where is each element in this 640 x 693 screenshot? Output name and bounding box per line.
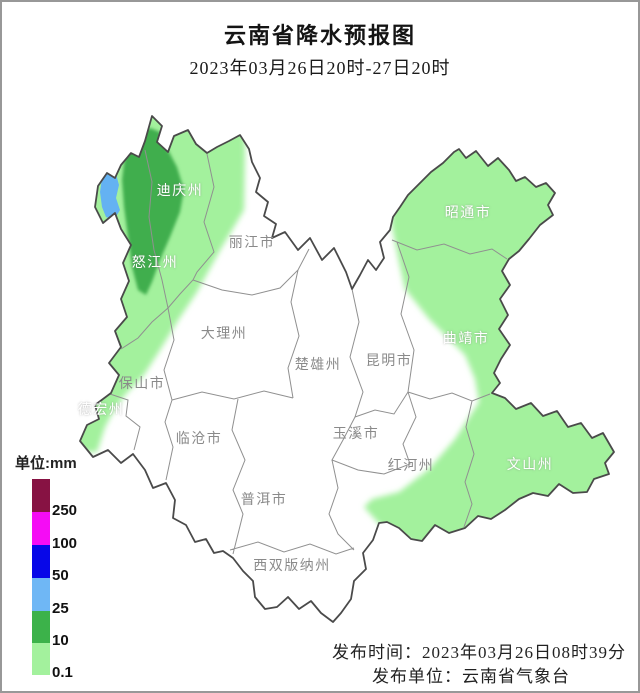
legend-swatch-250 — [32, 479, 50, 512]
prefecture-borders — [109, 149, 508, 555]
forecast-period: 2023年03月26日20时-27日20时 — [189, 58, 451, 78]
legend-swatch-0-1 — [32, 643, 50, 675]
legend-unit-label: 单位:mm — [15, 455, 77, 472]
legend-swatch-100 — [32, 512, 50, 545]
legend-value-250: 250 — [52, 502, 78, 519]
province-outline — [79, 115, 615, 623]
rain-shading-layer — [80, 116, 614, 562]
legend-value-0-1: 0.1 — [52, 664, 73, 681]
legend-value-50: 50 — [52, 567, 69, 584]
rain-patch-west-blue — [100, 169, 120, 220]
publish-time: 发布时间：2023年03月26日08时39分 — [332, 643, 626, 662]
rain-patch-diqing-heavy — [122, 128, 184, 295]
legend-value-10: 10 — [52, 632, 69, 649]
legend-swatch-50 — [32, 545, 50, 578]
legend-value-100: 100 — [52, 535, 78, 552]
publisher: 发布单位：云南省气象台 — [372, 667, 570, 686]
legend-color-bar — [32, 479, 50, 675]
legend-swatch-10 — [32, 611, 50, 643]
rain-band-east — [364, 122, 614, 562]
page-title: 云南省降水预报图 — [223, 23, 416, 48]
legend-value-25: 25 — [52, 600, 69, 617]
legend-swatch-25 — [32, 578, 50, 611]
